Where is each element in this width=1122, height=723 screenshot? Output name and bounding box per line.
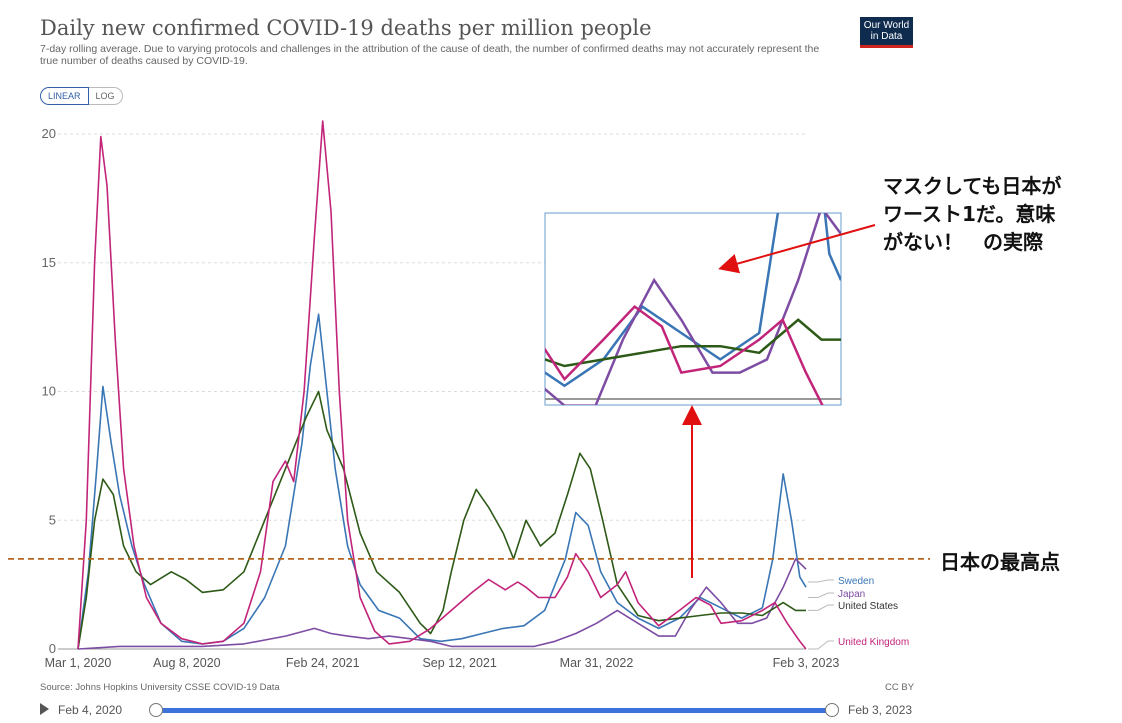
x-tick-label: Mar 1, 2020	[45, 656, 112, 670]
zoom-inset	[544, 212, 842, 406]
logo-line-2: in Data	[870, 31, 903, 42]
log-scale-button[interactable]: LOG	[88, 87, 123, 105]
series-line-japan	[77, 558, 807, 650]
inset-line-united-states	[545, 318, 841, 368]
timeline-start-label: Feb 4, 2020	[58, 703, 123, 717]
play-icon[interactable]	[40, 703, 49, 715]
timeline-end-label: Feb 3, 2023	[848, 703, 913, 717]
y-tick-label: 15	[42, 255, 56, 270]
logo-line-1: Our World	[863, 20, 910, 31]
series-lines	[77, 120, 807, 650]
annotation-overlay	[8, 224, 930, 578]
inset-frame	[544, 212, 842, 406]
scale-toggle: LINEAR LOG	[40, 87, 123, 105]
timeline-end-handle[interactable]	[825, 703, 839, 717]
inset-line-sweden	[545, 213, 841, 388]
legend-leader	[808, 604, 834, 611]
series-line-united-kingdom	[77, 120, 807, 650]
chart-title: Daily new confirmed COVID-19 deaths per …	[40, 16, 652, 40]
x-axis-ticks: Mar 1, 2020 Aug 8, 2020 Feb 24, 2021 Sep 12…	[45, 656, 840, 670]
linear-scale-button[interactable]: LINEAR	[40, 87, 89, 105]
x-tick-label: Sep 12, 2021	[422, 656, 496, 670]
legend-label-united-states: United States	[838, 601, 898, 612]
x-tick-label: Aug 8, 2020	[153, 656, 220, 670]
y-axis-ticks: 0 5 10 15 20	[42, 126, 56, 656]
timeline-start-handle[interactable]	[149, 703, 163, 717]
y-tick-label: 10	[42, 384, 56, 399]
grid-lines	[58, 133, 806, 650]
legend-label-sweden: Sweden	[838, 576, 874, 587]
timeline-slider[interactable]: Feb 4, 2020 Feb 3, 2023	[40, 703, 920, 719]
legend-label-united-kingdom: United Kingdom	[838, 637, 909, 648]
x-tick-label: Mar 31, 2022	[560, 656, 634, 670]
callout-arrow	[718, 224, 876, 274]
x-tick-label: Feb 24, 2021	[286, 656, 360, 670]
x-tick-label: Feb 3, 2023	[773, 656, 840, 670]
timeline-track[interactable]	[149, 703, 839, 717]
legend-leader	[808, 592, 834, 598]
y-tick-label: 5	[49, 512, 56, 527]
chart-subtitle: 7-day rolling average. Due to varying pr…	[40, 43, 820, 67]
source-note: Source: Johns Hopkins University CSSE CO…	[40, 682, 280, 693]
inset-line-united-kingdom	[545, 304, 824, 405]
y-tick-label: 0	[49, 641, 56, 656]
legend-leader	[808, 640, 834, 650]
owid-logo[interactable]: Our World in Data	[860, 17, 913, 48]
peak-line-label: 日本の最高点	[940, 550, 1060, 574]
callout-text: マスクしても日本が ワースト1だ。意味 がない！ の実際	[883, 174, 1062, 254]
y-tick-label: 20	[42, 126, 56, 141]
legend-label-japan: Japan	[838, 589, 865, 600]
legend-leader	[808, 579, 834, 583]
license-link[interactable]: CC BY	[885, 682, 915, 693]
series-line-united-states	[77, 390, 806, 650]
